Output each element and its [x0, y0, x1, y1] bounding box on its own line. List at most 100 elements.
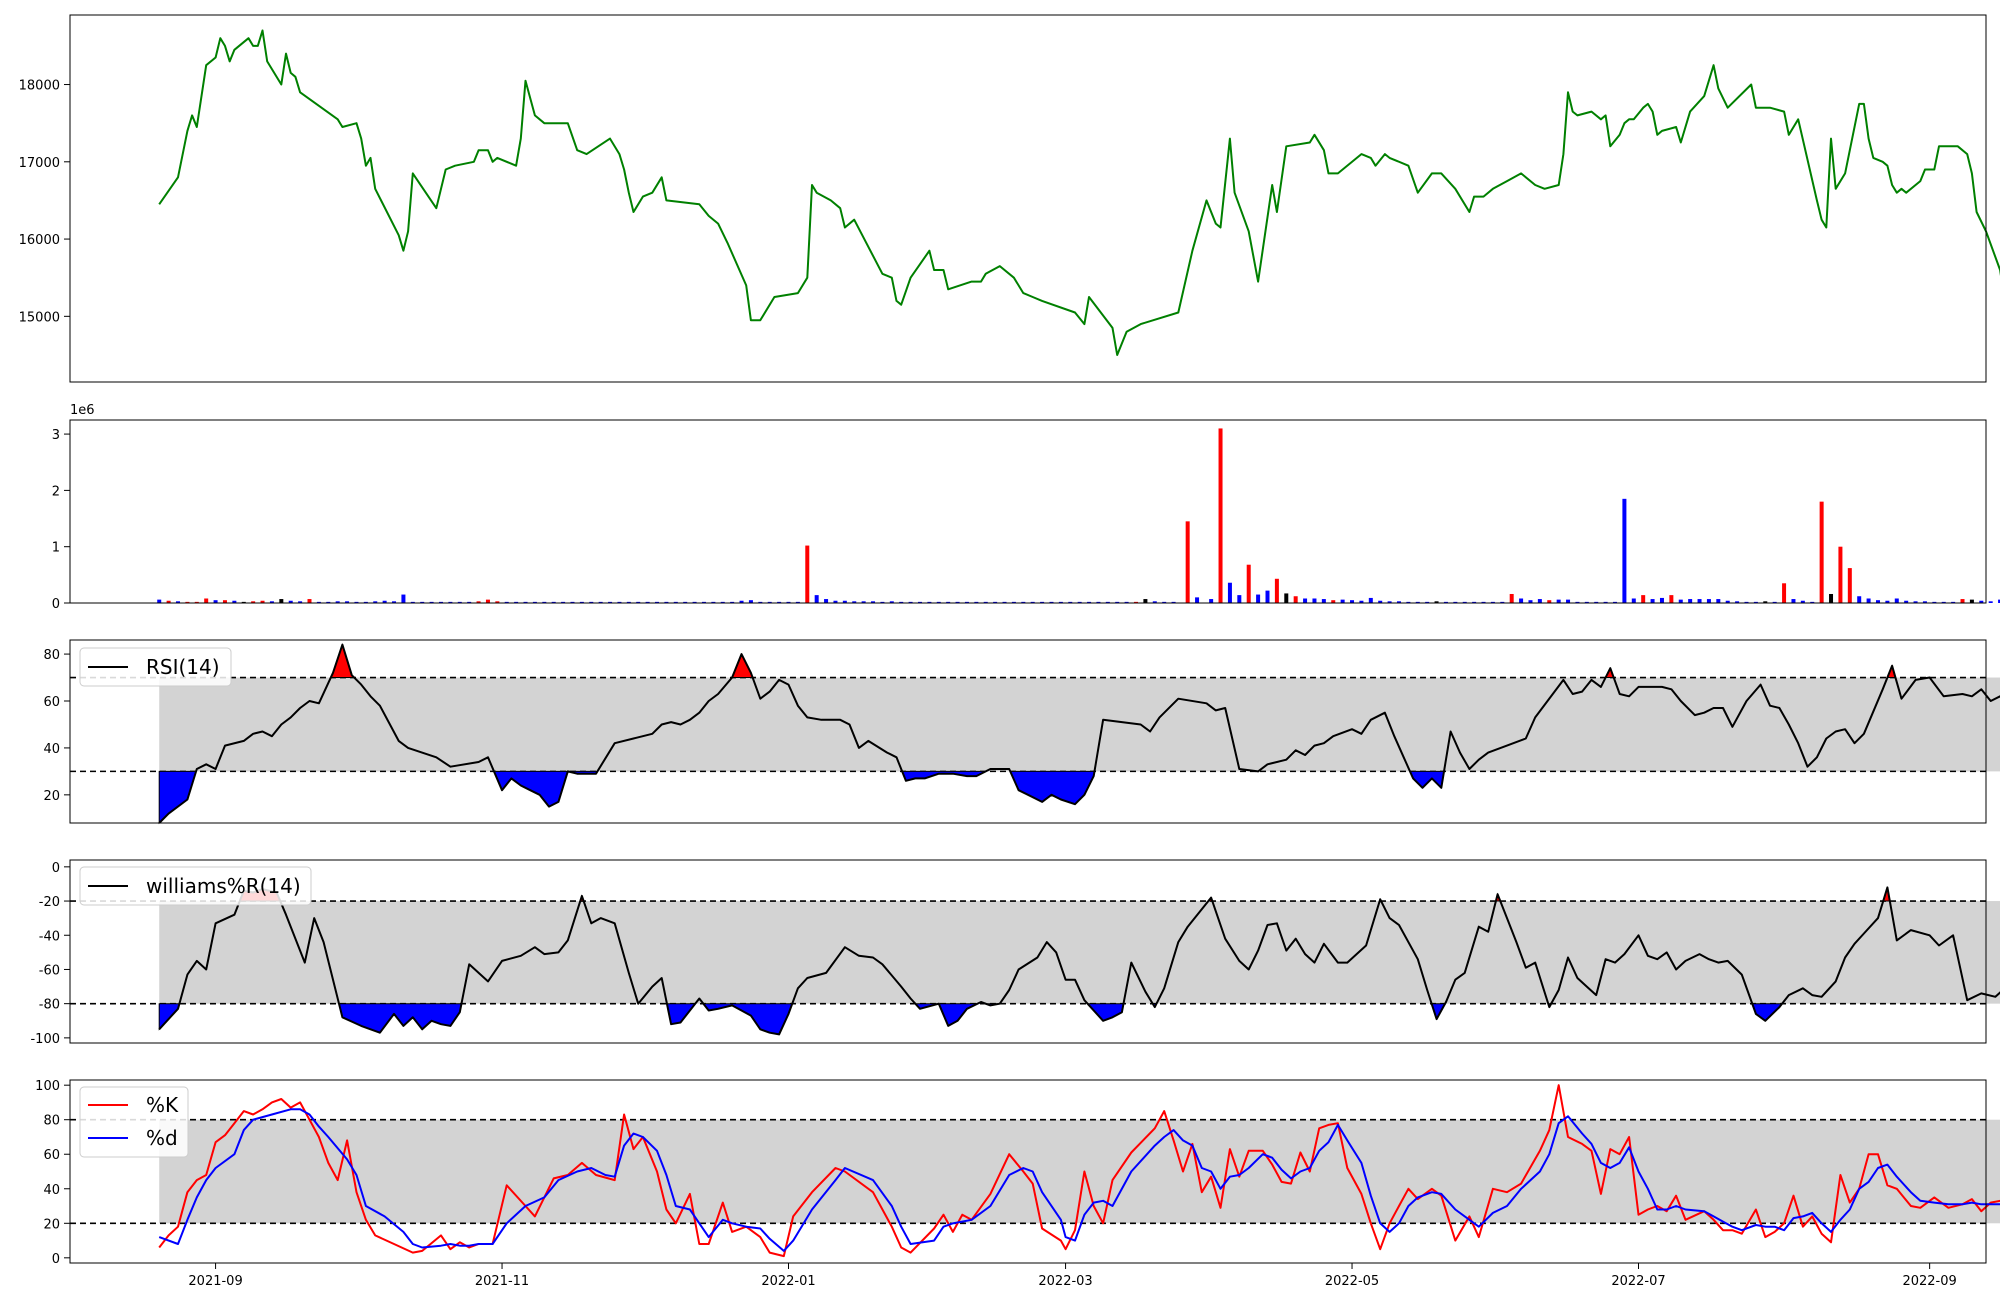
volume-yaxis-tick-label: 1 [52, 541, 60, 556]
rsi-yaxis-tick-label: 60 [43, 695, 60, 710]
williams-panel: -100 -80 -60 -40 -20 0 williams%R(14) [30, 859, 2000, 1047]
volume-bar [1387, 601, 1392, 603]
volume-bar [1641, 595, 1646, 603]
x-axis-tick-label: 2022-03 [1038, 1274, 1092, 1289]
volume-bar [298, 601, 303, 603]
volume-bar [260, 600, 265, 603]
volume-bar [1725, 600, 1730, 603]
williams-legend-label: williams%R(14) [146, 874, 301, 898]
volume-bar [326, 601, 331, 603]
volume-bar [213, 600, 218, 603]
price-y-axis: 15000 16000 17000 18000 [19, 79, 70, 325]
price-axes-frame [69, 14, 1987, 383]
volume-bar [1669, 595, 1674, 603]
volume-bar [1303, 598, 1308, 603]
volume-bar [964, 601, 969, 603]
volume-bar [1171, 601, 1176, 603]
price-yaxis-tick-label: 18000 [19, 79, 60, 94]
volume-bar [1988, 601, 1993, 603]
volume-bar [185, 601, 190, 603]
volume-bar [1227, 582, 1232, 603]
stochastic-bands [70, 1118, 2000, 1225]
volume-bar [1134, 601, 1139, 603]
x-axis-tick-label: 2022-09 [1902, 1274, 1956, 1289]
volume-bar [1603, 601, 1608, 603]
volume-bar [946, 601, 951, 603]
volume-bar [1716, 599, 1721, 603]
price-panel: 15000 16000 17000 18000 [19, 14, 2000, 383]
volume-bar [636, 601, 641, 603]
volume-bar [993, 601, 998, 603]
williams-legend-box [79, 866, 312, 906]
volume-bar [457, 601, 462, 603]
volume-bar [1697, 599, 1702, 603]
volume-bar [1913, 601, 1918, 603]
volume-bar [429, 601, 434, 603]
volume-bar [373, 601, 378, 603]
williams-yaxis-tick-label: -20 [39, 895, 60, 910]
stochastic-legend: %K %d [79, 1086, 189, 1158]
rsi-legend-label: RSI(14) [146, 655, 220, 679]
volume-bar [495, 601, 500, 603]
rsi-series-line-0 [158, 643, 2000, 824]
volume-bar [720, 601, 725, 603]
volume-bar [570, 601, 575, 603]
volume-bar [1359, 600, 1364, 603]
volume-bar [936, 601, 941, 603]
stochastic-series-line-0 [158, 1084, 2000, 1258]
price-yaxis-tick-label: 17000 [19, 156, 60, 171]
volume-bar [1556, 599, 1561, 603]
volume-bar [392, 601, 397, 603]
volume-bar [795, 601, 800, 603]
volume-bar [194, 601, 199, 603]
volume-offset-text: 1e6 [70, 403, 95, 418]
volume-bar [1960, 599, 1965, 603]
stochastic-yaxis-tick-label: 20 [43, 1217, 60, 1232]
volume-bar [476, 601, 481, 603]
volume-bar [1547, 600, 1552, 603]
volume-bar [730, 601, 735, 603]
volume-bar [683, 601, 688, 603]
williams-yaxis-tick-label: 0 [52, 861, 60, 876]
volume-bar [1218, 428, 1223, 603]
volume-bar [532, 601, 537, 603]
volume-bar [176, 601, 181, 603]
volume-bar [824, 599, 829, 603]
volume-bar [1293, 596, 1298, 603]
volume-bar [251, 601, 256, 603]
volume-marks [157, 428, 2000, 603]
volume-bar [927, 601, 932, 603]
volume-bar [1021, 601, 1026, 603]
volume-bar [1951, 601, 1956, 603]
volume-bar [1744, 601, 1749, 603]
volume-bar [1922, 601, 1927, 603]
volume-bar [1613, 601, 1618, 603]
volume-bar [438, 601, 443, 603]
rsi-legend: RSI(14) [79, 647, 232, 687]
price-yaxis-tick-label: 15000 [19, 310, 60, 325]
volume-bar [1002, 601, 1007, 603]
volume-bar [1782, 583, 1787, 603]
volume-bar [1368, 597, 1373, 603]
volume-bar [589, 601, 594, 603]
volume-bar [871, 601, 876, 603]
volume-bar [739, 600, 744, 603]
stochastic-series-line-1 [158, 1108, 2000, 1252]
williams-y-axis: -100 -80 -60 -40 -20 0 [30, 861, 70, 1047]
volume-bar [316, 601, 321, 603]
rsi-legend-box [79, 647, 232, 687]
stochastic-yaxis-tick-label: 40 [43, 1183, 60, 1198]
volume-yaxis-tick-label: 2 [52, 484, 60, 499]
volume-bar [1772, 601, 1777, 603]
volume-bar [401, 594, 406, 603]
volume-bar [626, 601, 631, 603]
volume-bar [1284, 593, 1289, 603]
volume-bar [1209, 599, 1214, 603]
volume-bar [504, 601, 509, 603]
volume-yaxis-tick-label: 3 [52, 428, 60, 443]
rsi-marks [158, 643, 2000, 824]
volume-bar [542, 601, 547, 603]
volume-bar [1077, 601, 1082, 603]
volume-bar [786, 601, 791, 603]
volume-bar [1509, 593, 1514, 603]
